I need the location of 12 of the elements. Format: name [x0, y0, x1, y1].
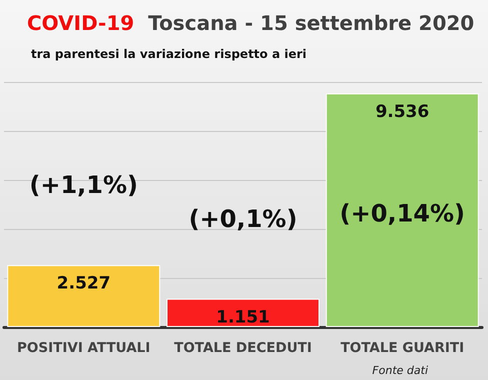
x-tick-label: POSITIVI ATTUALI — [17, 340, 150, 356]
chart-subtitle: tra parentesi la variazione rispetto a ieri — [31, 47, 307, 61]
source-note: Fonte dati — [372, 364, 428, 377]
data-label: 1.151 — [216, 307, 270, 328]
annotation: (+1,1%) — [29, 171, 138, 200]
data-label: 2.527 — [56, 274, 111, 294]
x-tick-label: TOTALE GUARITI — [340, 340, 464, 356]
x-tick-label: TOTALE DECEDUTI — [174, 340, 312, 356]
annotation: (+0,14%) — [340, 199, 465, 228]
data-label: 9.536 — [375, 102, 430, 122]
chart-title: COVID-19 Toscana - 15 settembre 2020 — [27, 11, 474, 35]
annotation: (+0,1%) — [188, 204, 298, 233]
